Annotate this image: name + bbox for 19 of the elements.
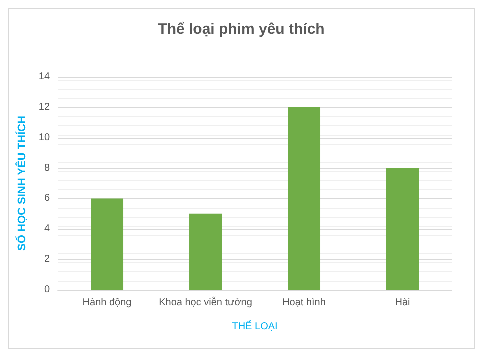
y-tick-label: 4 — [44, 224, 50, 235]
bar — [91, 198, 124, 290]
y-axis-title: SỐ HỌC SINH YÊU THÍCH — [16, 116, 28, 251]
y-tick-label: 8 — [44, 162, 50, 174]
bar — [288, 107, 321, 290]
bar — [386, 168, 420, 290]
y-tick-label: 14 — [38, 72, 50, 82]
bar — [190, 214, 222, 290]
chart-title: Thể loại phim yêu thích — [158, 21, 325, 38]
y-tick-label: 12 — [38, 102, 50, 113]
y-tick-label: 2 — [44, 254, 50, 266]
y-tick-label: 6 — [44, 193, 50, 204]
x-tick-label: Hoạt hình — [282, 298, 326, 308]
x-tick-label: Khoa học viễn tưởng — [159, 296, 252, 308]
x-axis-title: THỂ LOẠI — [232, 320, 278, 332]
x-tick-label: Hài — [395, 298, 410, 308]
y-tick-label: 0 — [44, 284, 50, 296]
x-tick-label: Hành động — [82, 298, 132, 308]
y-tick-label: 10 — [38, 132, 50, 144]
